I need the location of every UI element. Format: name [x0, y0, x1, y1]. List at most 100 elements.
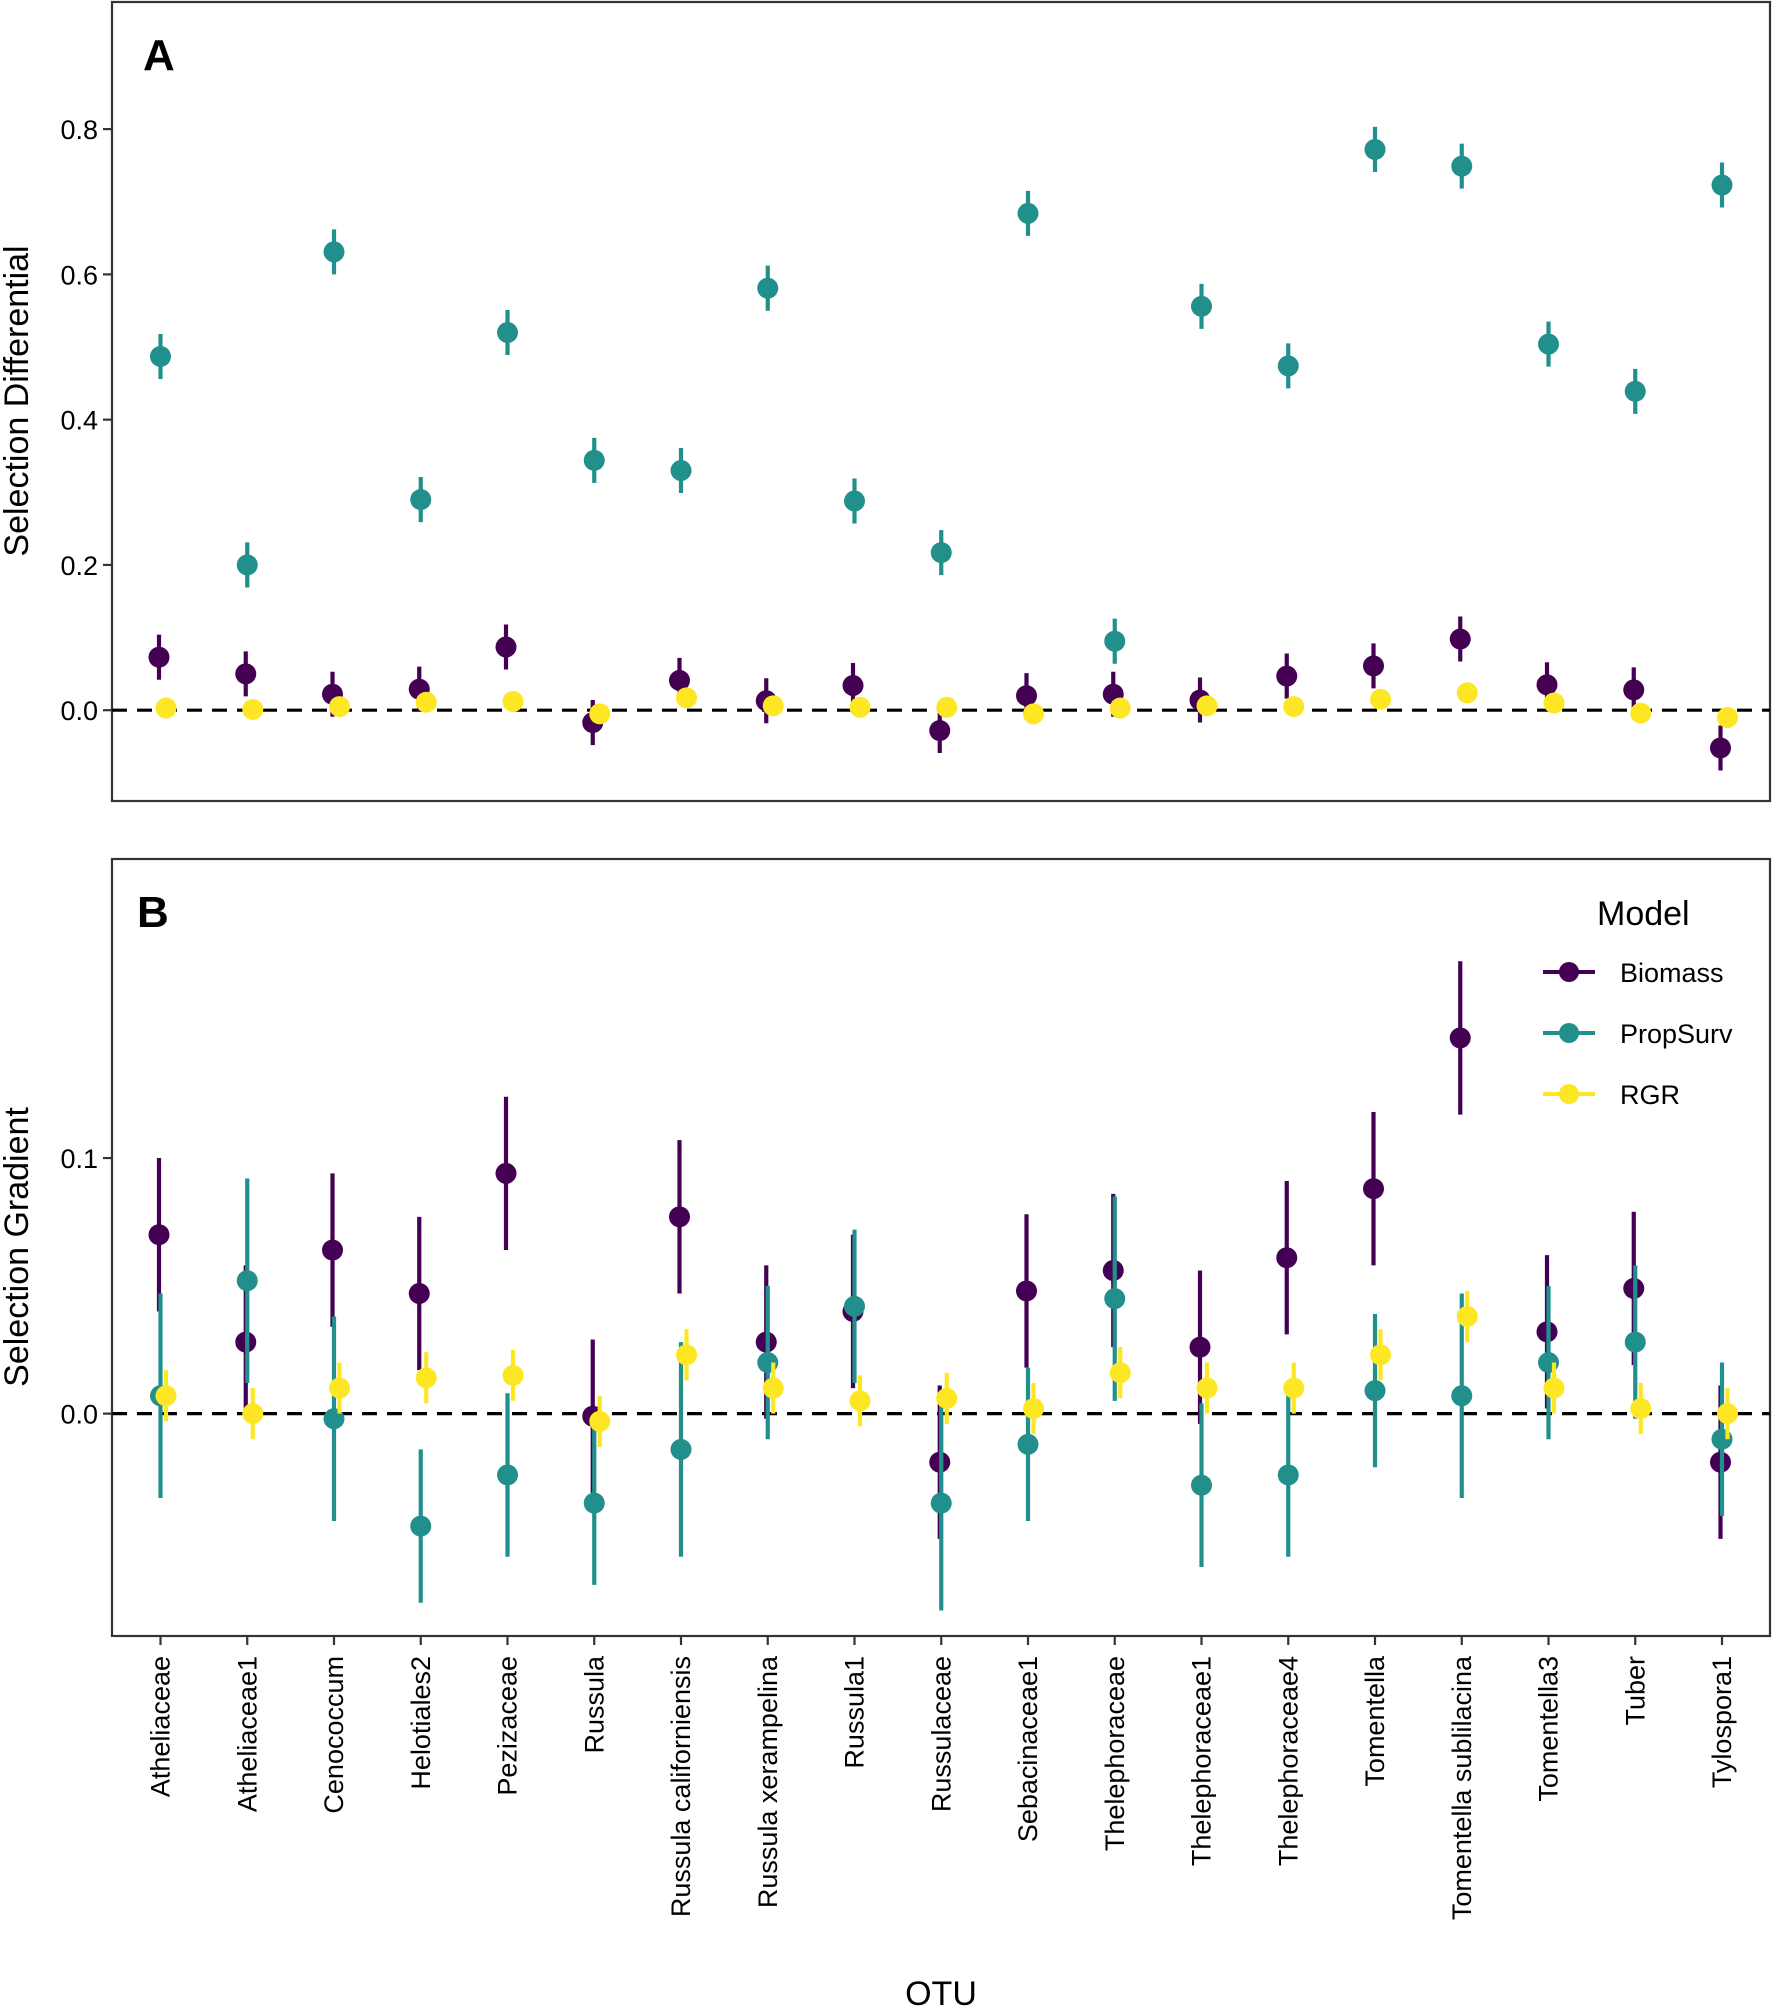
data-point — [155, 1385, 177, 1407]
x-tick-label: Thelephoraceae1 — [1187, 1656, 1217, 1866]
data-point — [1624, 380, 1646, 402]
legend-item-rgr: RGR — [1543, 1080, 1680, 1110]
data-point — [842, 675, 864, 697]
data-point — [670, 1438, 692, 1460]
data-point — [936, 1387, 958, 1409]
data-point — [1283, 696, 1305, 718]
series-rgr — [155, 1290, 1738, 1447]
data-point — [1456, 682, 1478, 704]
panel-a-y-axis-title: Selection Differential — [0, 245, 36, 556]
data-point — [670, 460, 692, 482]
data-point — [1104, 630, 1126, 652]
y-tick-label: 0.0 — [60, 1400, 98, 1430]
data-point — [676, 687, 697, 709]
legend: Model Biomass PropSurv RGR — [1543, 895, 1733, 1110]
data-point — [849, 1390, 871, 1412]
legend-item-propsurv: PropSurv — [1543, 1019, 1733, 1049]
data-point — [844, 1295, 865, 1317]
data-point — [1277, 1464, 1299, 1486]
x-tick-label: Russula1 — [840, 1656, 870, 1769]
data-point — [1456, 1306, 1478, 1328]
data-point — [1370, 688, 1391, 710]
x-tick-label: Tomentella sublilacina — [1447, 1655, 1477, 1920]
panel-b-y-axis-title: Selection Gradient — [0, 1107, 36, 1387]
data-point — [1624, 1331, 1646, 1353]
data-point — [410, 1515, 432, 1537]
data-point — [235, 663, 257, 685]
legend-key-point — [1559, 962, 1579, 982]
data-point — [148, 646, 170, 668]
data-point — [1543, 1377, 1565, 1399]
data-point — [329, 696, 350, 718]
panel-b-y-axis: 0.0 0.1 — [60, 1144, 112, 1430]
x-tick-label: Russula californiensis — [666, 1656, 696, 1917]
data-point — [1623, 679, 1645, 701]
data-point — [242, 1403, 264, 1425]
data-point — [148, 1224, 170, 1246]
panel-a: 0.0 0.2 0.4 0.6 0.8 A Selection Differential — [0, 0, 1772, 803]
data-point — [1189, 1336, 1211, 1358]
panel-b-series — [148, 961, 1738, 1611]
data-point — [1016, 1280, 1037, 1302]
y-tick-label: 0.0 — [60, 696, 98, 726]
series-biomass — [148, 616, 1731, 771]
x-tick-label: Russula xerampelina — [753, 1655, 783, 1908]
data-point — [1276, 1247, 1298, 1269]
data-point — [1449, 628, 1471, 650]
x-axis-title: OTU — [905, 1975, 977, 2008]
data-point — [1630, 1398, 1652, 1420]
data-point — [236, 1270, 258, 1292]
legend-label: RGR — [1620, 1080, 1680, 1110]
data-point — [1363, 1178, 1384, 1200]
data-point — [150, 345, 171, 367]
y-tick-label: 0.4 — [60, 406, 98, 436]
data-point — [589, 703, 611, 725]
data-point — [583, 1492, 605, 1514]
data-point — [1104, 1288, 1126, 1310]
data-point — [1717, 706, 1738, 728]
data-point — [1370, 1344, 1391, 1366]
panel-b-tag: B — [137, 888, 169, 937]
panel-a-frame — [110, 0, 1772, 803]
data-point — [1536, 674, 1558, 696]
data-point — [1023, 1398, 1044, 1420]
data-point — [497, 321, 518, 343]
x-tick-label: Atheliaceae — [146, 1656, 176, 1797]
data-point — [1109, 697, 1131, 719]
legend-item-biomass: Biomass — [1543, 958, 1724, 988]
data-point — [415, 691, 437, 713]
legend-label: Biomass — [1620, 958, 1724, 988]
data-point — [1363, 655, 1384, 677]
x-tick-label: Pezizaceae — [493, 1656, 523, 1796]
data-point — [1538, 333, 1559, 355]
data-point — [849, 696, 871, 718]
panel-b: 0.0 0.1 Atheliaceae Atheliaceae1 Cenococcum… — [0, 857, 1772, 1920]
data-point — [589, 1410, 611, 1432]
legend-label: PropSurv — [1620, 1019, 1733, 1049]
data-point — [1023, 703, 1044, 725]
data-point — [236, 554, 258, 576]
data-point — [242, 698, 264, 720]
data-point — [583, 449, 605, 471]
data-point — [408, 1283, 430, 1305]
data-point — [930, 542, 952, 564]
data-point — [844, 490, 865, 512]
data-point — [762, 695, 784, 717]
data-point — [930, 1492, 952, 1514]
data-point — [1016, 685, 1037, 707]
x-tick-label: Tylospora1 — [1707, 1656, 1737, 1788]
legend-key-point — [1559, 1023, 1579, 1043]
x-tick-label: Tuber — [1620, 1656, 1650, 1726]
y-tick-label: 0.6 — [60, 260, 98, 290]
data-point — [410, 489, 432, 511]
data-point — [1191, 295, 1212, 317]
data-point — [1283, 1377, 1305, 1399]
legend-key-point — [1559, 1084, 1579, 1104]
panel-a-series — [148, 126, 1738, 771]
data-point — [1710, 737, 1731, 759]
data-point — [929, 720, 951, 742]
x-tick-label: Sebacinaceae1 — [1013, 1656, 1043, 1842]
data-point — [757, 277, 779, 299]
data-point — [502, 1364, 524, 1386]
